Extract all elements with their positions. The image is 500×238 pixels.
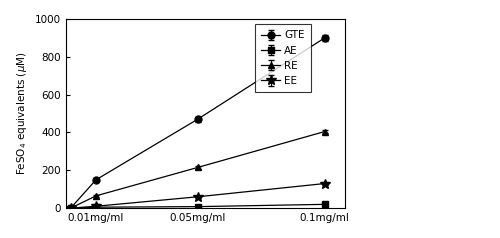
Legend: GTE, AE, RE, EE: GTE, AE, RE, EE — [255, 24, 311, 92]
Y-axis label: FeSO$_4$ equivalents ($\mu$M): FeSO$_4$ equivalents ($\mu$M) — [15, 52, 29, 175]
